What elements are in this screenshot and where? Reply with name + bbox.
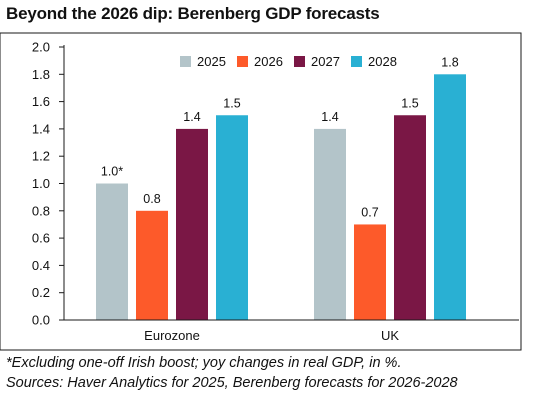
y-tick-label: 0.8 (32, 203, 50, 218)
data-label: 1.5 (401, 96, 418, 110)
legend-swatch (351, 56, 362, 67)
y-tick-label: 1.6 (32, 94, 50, 109)
bar-2025-eurozone (96, 183, 128, 320)
x-category-label: UK (381, 328, 399, 343)
legend-swatch (180, 56, 191, 67)
data-label: 1.4 (321, 110, 338, 124)
bar-2027-eurozone (176, 128, 208, 320)
legend-swatch (237, 56, 248, 67)
x-axis: Eurozone UK (64, 319, 519, 343)
y-axis: 0.0 0.2 0.4 0.6 0.8 1.0 1.2 1.4 1.6 1.8 2.0 (32, 40, 65, 328)
y-tick-label: 1.4 (32, 121, 50, 136)
legend: 2025 2026 2027 2028 (180, 54, 397, 69)
y-tick-label: 2.0 (32, 40, 50, 55)
bar-2026-eurozone (136, 210, 168, 320)
x-category-label: Eurozone (144, 328, 200, 343)
bar-2025-uk (314, 128, 346, 320)
y-tick-label: 0.6 (32, 231, 50, 246)
data-label: 1.5 (223, 96, 240, 110)
bar-2027-uk (394, 115, 426, 320)
data-label: 0.8 (143, 192, 160, 206)
data-label: 0.7 (361, 205, 378, 219)
data-label: 1.4 (183, 110, 200, 124)
legend-swatch (294, 56, 305, 67)
y-tick-label: 0.4 (32, 258, 50, 273)
footnote-note: *Excluding one-off Irish boost; yoy chan… (6, 355, 402, 371)
data-label: 1.8 (441, 55, 458, 69)
bar-2028-uk (434, 74, 466, 320)
y-tick-label: 0.0 (32, 313, 50, 328)
chart-title: Beyond the 2026 dip: Berenberg GDP forec… (6, 4, 380, 23)
y-tick-label: 1.0 (32, 176, 50, 191)
y-tick-label: 1.2 (32, 149, 50, 164)
bar-2028-eurozone (216, 115, 248, 320)
bar-2026-uk (354, 224, 386, 320)
legend-label: 2025 (197, 54, 226, 69)
legend-label: 2026 (254, 54, 283, 69)
y-tick-label: 0.2 (32, 285, 50, 300)
footnote-sources: Sources: Haver Analytics for 2025, Beren… (6, 375, 458, 391)
y-tick-label: 1.8 (32, 67, 50, 82)
plot-frame (0, 32, 522, 351)
legend-label: 2028 (368, 54, 397, 69)
data-label: 1.0* (101, 165, 123, 179)
bars: 1.0* 0.8 1.4 1.5 1.4 0.7 1.5 1.8 (96, 55, 466, 320)
legend-label: 2027 (311, 54, 340, 69)
